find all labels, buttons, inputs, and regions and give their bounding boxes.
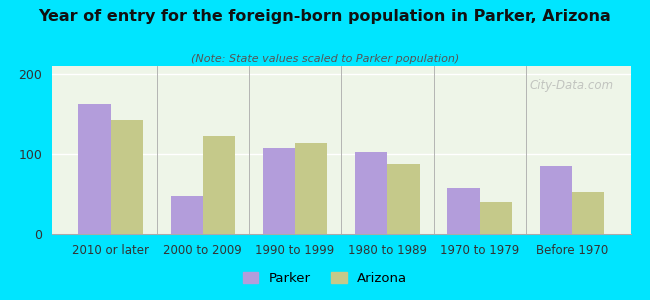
Bar xyxy=(78,103,111,234)
Text: (Note: State values scaled to Parker population): (Note: State values scaled to Parker pop… xyxy=(191,54,459,64)
Bar xyxy=(572,192,604,234)
Bar xyxy=(355,152,387,234)
Bar xyxy=(295,143,328,234)
Bar xyxy=(387,164,420,234)
Text: City-Data.com: City-Data.com xyxy=(529,80,613,92)
Bar xyxy=(263,148,295,234)
Bar xyxy=(480,202,512,234)
Text: Year of entry for the foreign-born population in Parker, Arizona: Year of entry for the foreign-born popul… xyxy=(38,9,612,24)
Bar xyxy=(170,196,203,234)
Bar xyxy=(111,120,143,234)
Bar xyxy=(203,136,235,234)
Bar xyxy=(540,166,572,234)
Bar xyxy=(447,188,480,234)
Legend: Parker, Arizona: Parker, Arizona xyxy=(237,267,413,290)
